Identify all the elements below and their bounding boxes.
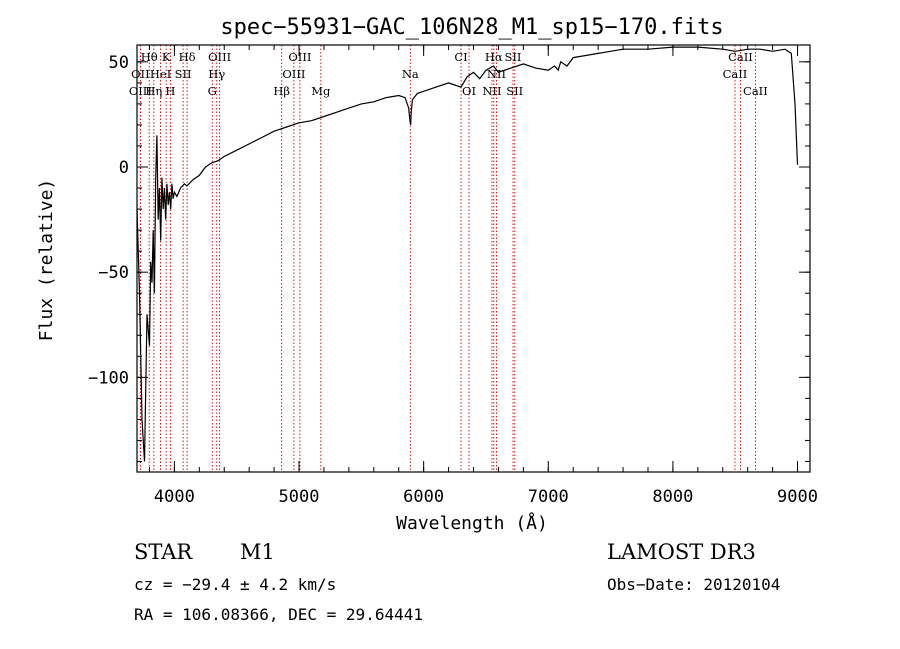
spectral-line-label: Hδ xyxy=(179,50,196,64)
spectral-line-label: G xyxy=(208,84,217,98)
spectral-line-label: CaII xyxy=(743,84,768,98)
spectral-line-label: CI xyxy=(454,50,467,64)
spectral-line-label: K xyxy=(162,50,171,64)
spectral-line-label: NII xyxy=(487,67,506,81)
y-axis-label: Flux (relative) xyxy=(36,179,57,342)
spectral-line-label: Hθ xyxy=(141,50,158,64)
spectral-line-label: OIII xyxy=(288,50,311,64)
object-subclass: M1 xyxy=(240,540,275,564)
spectral-line-label: SII xyxy=(175,67,192,81)
spectral-line-label: Hα xyxy=(485,50,503,64)
spectral-line-label: OII xyxy=(131,67,150,81)
spectral-line-label: CaII xyxy=(723,67,748,81)
y-tick-label: 50 xyxy=(109,53,129,73)
chart-title: spec−55931−GAC_106N28_M1_sp15−170.fits xyxy=(220,15,723,40)
spectral-lines-layer xyxy=(139,45,756,472)
spectral-line-label: OIII xyxy=(282,67,305,81)
spectral-line-label: SII xyxy=(506,84,523,98)
spectral-line-label: Hβ xyxy=(273,84,290,98)
flux-series-line xyxy=(136,46,799,462)
redshift-cz: cz = −29.4 ± 4.2 km/s xyxy=(134,575,337,594)
spectral-line-label: OI xyxy=(462,84,476,98)
spectral-line-label: OIII xyxy=(129,84,152,98)
x-tick-label: 5000 xyxy=(279,487,320,507)
spectral-line-label: Hγ xyxy=(208,67,225,81)
spectral-line-label: OIII xyxy=(208,50,231,64)
spectral-line-label: H xyxy=(165,84,175,98)
survey-name: LAMOST DR3 xyxy=(607,540,756,564)
spectral-line-label: HeI xyxy=(150,67,171,81)
y-tick-label: −100 xyxy=(88,368,129,388)
spectral-line-label: SII xyxy=(505,50,522,64)
spectral-line-label: Na xyxy=(402,67,419,81)
object-class: STAR xyxy=(134,540,193,564)
x-tick-label: 6000 xyxy=(403,487,444,507)
spectral-line-label: Hη xyxy=(145,84,162,98)
x-tick-label: 8000 xyxy=(652,487,693,507)
x-tick-label: 4000 xyxy=(154,487,195,507)
x-axis-label: Wavelength (Å) xyxy=(396,512,548,534)
y-tick-label: −50 xyxy=(98,263,129,283)
ra-dec-coordinates: RA = 106.08366, DEC = 29.64441 xyxy=(134,605,423,624)
spectral-line-label: CaII xyxy=(728,50,753,64)
y-tick-label: 0 xyxy=(119,158,129,178)
plot-frame xyxy=(136,44,811,473)
axis-ticks-layer: 4000 5000 6000 7000 8000 9000 50 0 −50 −100 xyxy=(88,45,818,507)
spectral-line-label: NII xyxy=(482,84,501,98)
x-tick-label: 7000 xyxy=(528,487,569,507)
spectral-line-label: Mg xyxy=(311,84,331,98)
x-tick-label: 9000 xyxy=(777,487,818,507)
obs-date: Obs−Date: 20120104 xyxy=(607,575,781,594)
